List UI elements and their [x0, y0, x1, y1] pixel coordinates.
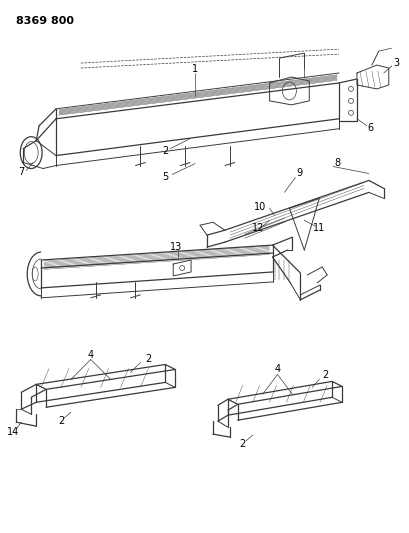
Text: 6: 6	[367, 123, 373, 133]
Text: 4: 4	[274, 365, 280, 375]
Text: 5: 5	[162, 173, 168, 182]
Text: 1: 1	[191, 64, 198, 74]
Text: 2: 2	[321, 370, 328, 381]
Text: 14: 14	[7, 427, 19, 437]
Text: 2: 2	[162, 146, 168, 156]
Text: 11: 11	[312, 223, 325, 233]
Text: 4: 4	[88, 350, 94, 360]
Text: 2: 2	[58, 416, 64, 426]
Text: 13: 13	[170, 242, 182, 252]
Text: 2: 2	[145, 353, 151, 364]
Text: 2: 2	[239, 439, 245, 449]
Text: 8: 8	[333, 158, 339, 167]
Text: 8369 800: 8369 800	[16, 17, 74, 26]
Text: 9: 9	[296, 168, 302, 179]
Text: 3: 3	[393, 58, 399, 68]
Text: 10: 10	[253, 203, 265, 212]
Text: 7: 7	[18, 167, 24, 177]
Text: 12: 12	[251, 223, 263, 233]
